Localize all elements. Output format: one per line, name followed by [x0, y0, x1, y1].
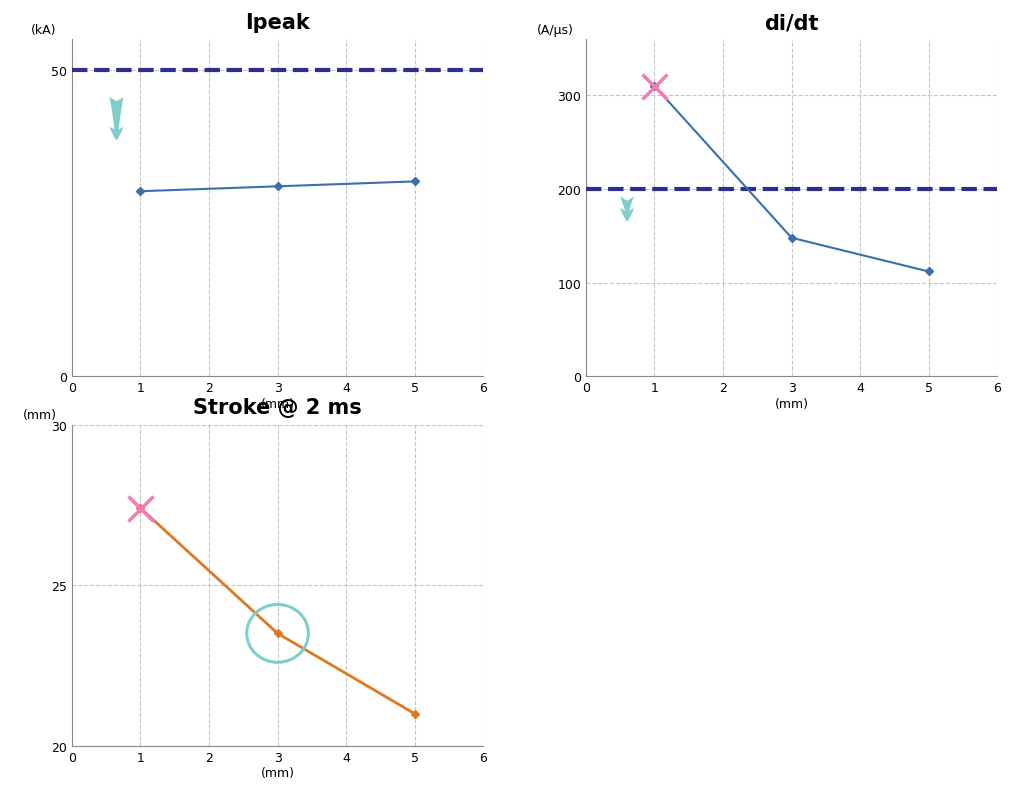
- Title: Ipeak: Ipeak: [246, 13, 309, 33]
- Text: (mm): (mm): [23, 409, 57, 422]
- X-axis label: (mm): (mm): [260, 767, 295, 780]
- X-axis label: (mm): (mm): [774, 398, 809, 411]
- Title: Stroke @ 2 ms: Stroke @ 2 ms: [193, 398, 362, 418]
- Title: di/dt: di/dt: [764, 13, 819, 33]
- X-axis label: (mm): (mm): [260, 398, 295, 411]
- Text: (A/μs): (A/μs): [537, 24, 574, 37]
- Text: (kA): (kA): [31, 24, 57, 37]
